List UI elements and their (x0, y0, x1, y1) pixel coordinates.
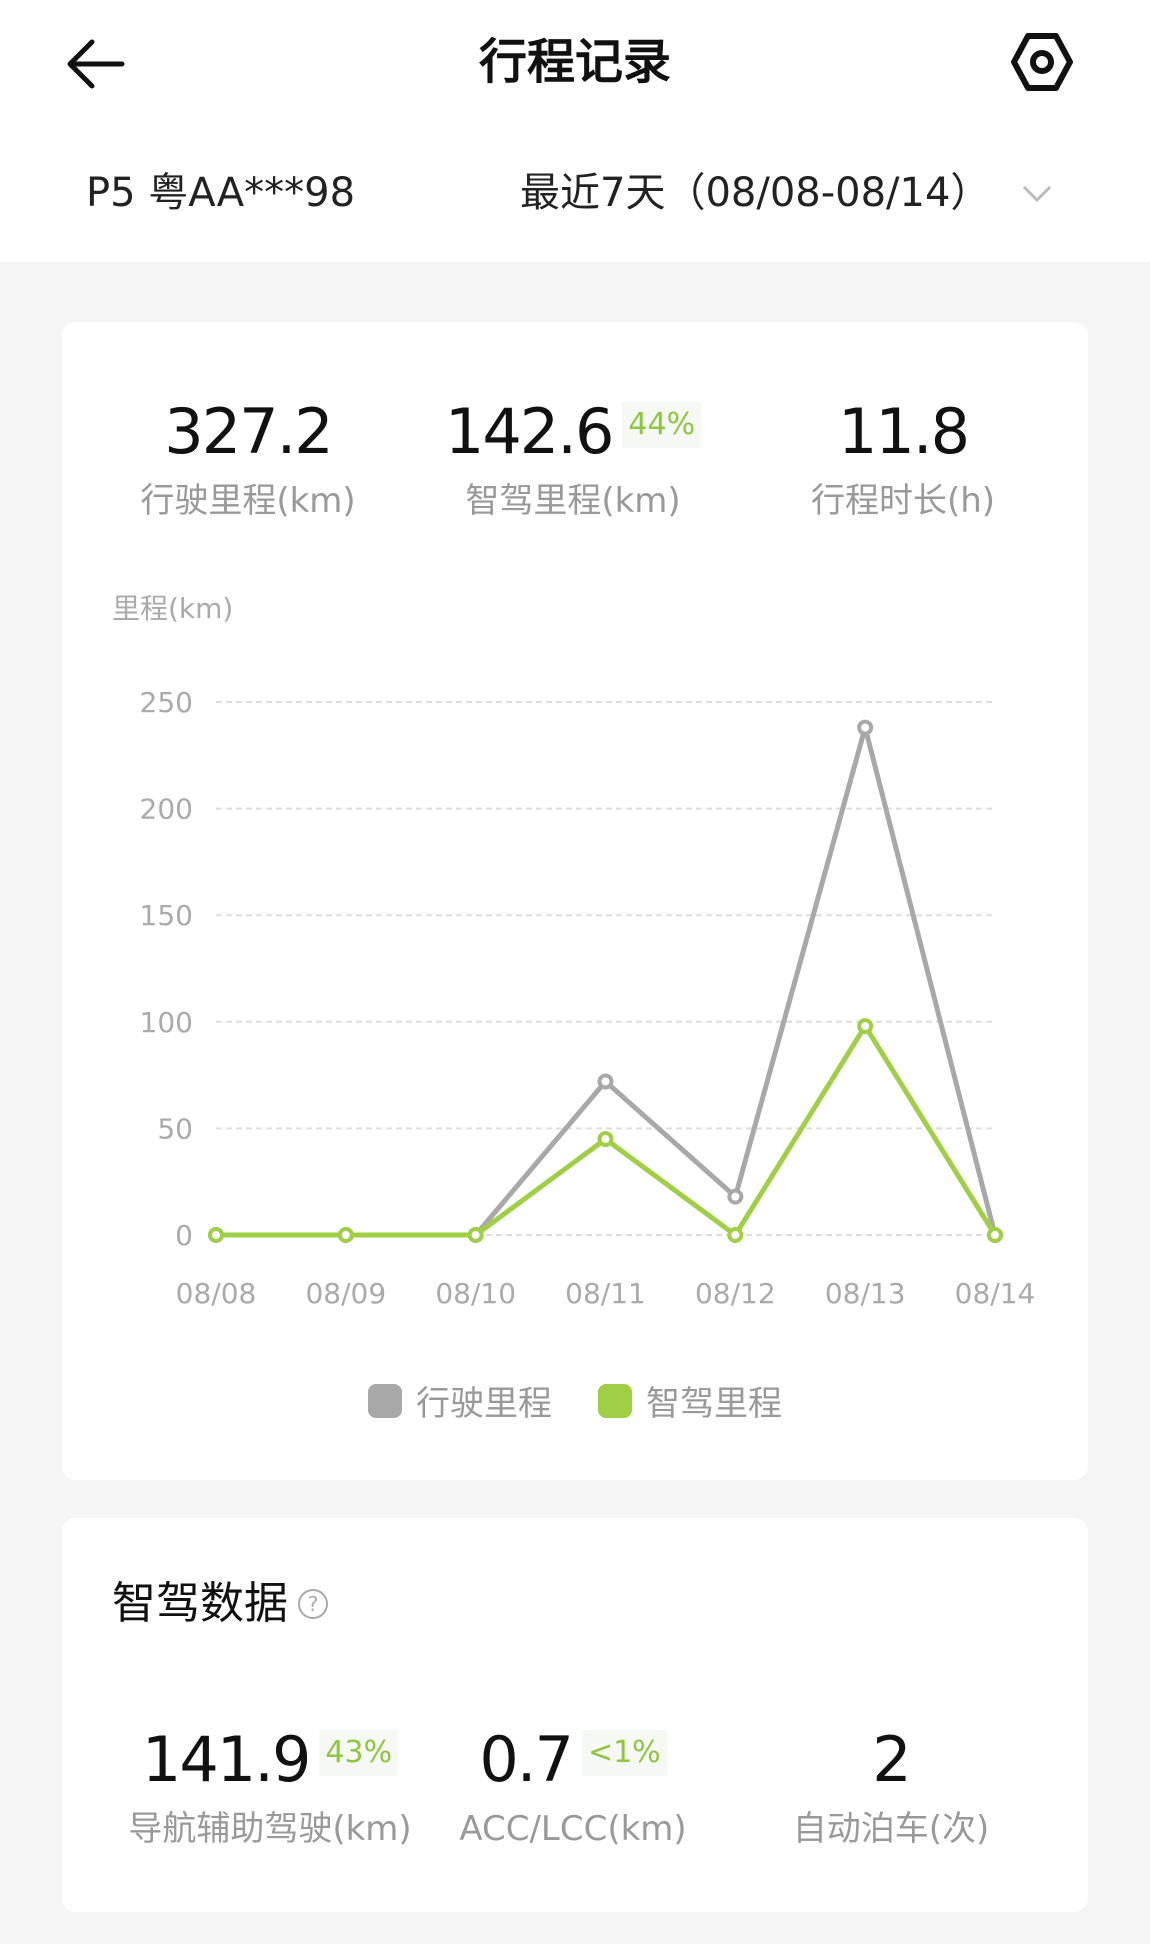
data-point (857, 719, 874, 736)
legend-item[interactable]: 智驾里程 (598, 1376, 782, 1425)
x-tick-label: 08/12 (695, 1277, 776, 1310)
data-point (727, 1188, 744, 1205)
legend-swatch (368, 1383, 402, 1418)
stat-label: 导航辅助驾驶(km) (128, 1809, 412, 1849)
header: 行程记录 P5 粤AA***98 最近7天（08/08-08/14） (0, 0, 1150, 262)
stat-value: 141.9 (141, 1723, 311, 1796)
vehicle-selector[interactable]: P5 粤AA***98 (86, 170, 356, 216)
stat-duration: 11.8 行程时长(h) (743, 396, 1063, 524)
trip-summary-card (62, 322, 1088, 1480)
adas-section-title: 智驾数据 ? (112, 1574, 328, 1634)
page-title: 行程记录 (478, 34, 671, 90)
x-tick-label: 08/10 (435, 1277, 516, 1310)
arrow-left-icon[interactable] (64, 32, 128, 96)
y-axis-title: 里程(km) (112, 592, 233, 625)
y-tick-label: 150 (140, 899, 193, 932)
percent-badge: <1% (581, 1730, 667, 1776)
data-point (987, 1227, 1003, 1243)
stat-label: 自动泊车(次) (792, 1809, 990, 1849)
percent-badge: 43% (319, 1730, 399, 1776)
legend-swatch (598, 1383, 632, 1418)
percent-badge: 44% (622, 402, 702, 448)
stat-label: ACC/LCC(km) (459, 1809, 687, 1849)
x-tick-label: 08/13 (825, 1277, 906, 1310)
data-point (727, 1227, 744, 1243)
adas-data-card (62, 1518, 1088, 1912)
stat-nav-assist: 141.9 43% 导航辅助驾驶(km) (100, 1724, 440, 1852)
y-tick-label: 100 (140, 1006, 193, 1039)
y-tick-label: 250 (140, 686, 193, 719)
stat-label: 行驶里程(km) (140, 481, 356, 521)
x-tick-label: 08/09 (305, 1277, 386, 1310)
stat-value: 142.6 (444, 395, 614, 468)
data-point (467, 1227, 484, 1243)
stat-value: 0.7 (479, 1723, 574, 1796)
series-line (216, 1023, 998, 1238)
stat-label: 行程时长(h) (810, 481, 996, 521)
y-tick-label: 50 (157, 1112, 193, 1145)
legend-item[interactable]: 行驶里程 (368, 1376, 552, 1425)
x-tick-label: 08/11 (565, 1277, 646, 1310)
chart-legend: 行驶里程 智驾里程 (0, 1376, 1150, 1425)
chevron-down-icon (1023, 185, 1052, 203)
series-line (216, 725, 998, 1238)
data-point (337, 1227, 354, 1243)
legend-label: 行驶里程 (416, 1384, 552, 1424)
y-tick-label: 0 (175, 1219, 193, 1252)
stat-adas-distance: 142.6 44% 智驾里程(km) (413, 396, 733, 524)
data-point (597, 1073, 614, 1090)
legend-label: 智驾里程 (646, 1384, 782, 1424)
hexagon-nut-icon[interactable] (1010, 30, 1074, 94)
stat-label: 智驾里程(km) (465, 481, 681, 521)
data-point (597, 1131, 614, 1148)
x-tick-label: 08/08 (176, 1277, 257, 1310)
date-range-selector[interactable]: 最近7天（08/08-08/14） (520, 168, 1054, 218)
stat-total-distance: 327.2 行驶里程(km) (88, 396, 408, 524)
y-tick-label: 200 (140, 793, 193, 826)
date-range-label: 最近7天（08/08-08/14） (520, 170, 991, 216)
stat-acc-lcc: 0.7 <1% ACC/LCC(km) (413, 1724, 733, 1852)
section-title-text: 智驾数据 (112, 1578, 288, 1629)
x-tick-label: 08/14 (955, 1277, 1036, 1310)
stat-value: 2 (872, 1723, 911, 1796)
stat-auto-parking: 2 自动泊车(次) (731, 1724, 1051, 1852)
stat-value: 327.2 (164, 395, 333, 468)
stat-value: 11.8 (837, 395, 970, 468)
data-point (208, 1227, 224, 1243)
question-circle-icon[interactable]: ? (298, 1589, 328, 1619)
mileage-line-chart: 里程(km) 0 50 100 150 200 250 08/08 08/09 08/10 08/1… (112, 592, 1036, 1310)
data-point (857, 1018, 874, 1035)
